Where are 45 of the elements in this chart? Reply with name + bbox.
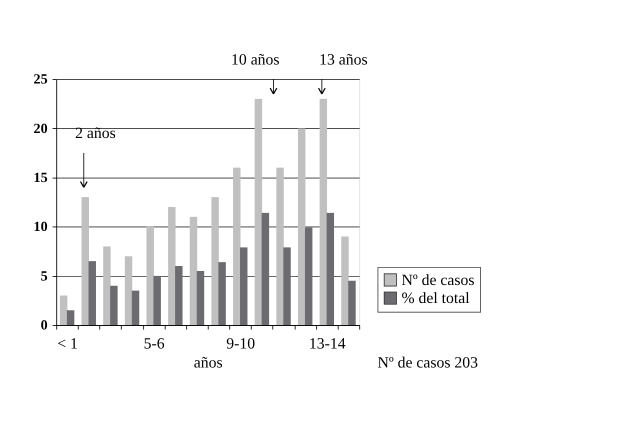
bar [124, 256, 132, 326]
bar [88, 261, 96, 326]
bar [211, 197, 219, 326]
bar [254, 98, 262, 326]
bar [348, 280, 356, 326]
bar [103, 246, 111, 326]
bar [146, 226, 154, 326]
y-tick-label: 5 [40, 268, 48, 284]
bar [153, 276, 161, 326]
bar [110, 286, 118, 326]
text: 10 años [231, 51, 280, 68]
x-tick-label: 9-10 [226, 336, 256, 353]
bar [132, 290, 140, 326]
bar [190, 216, 198, 326]
bar [326, 212, 334, 326]
annotation: 2 años [75, 125, 116, 142]
bar [320, 98, 328, 326]
text: Nº de casos 203 [378, 354, 478, 372]
bar [66, 310, 74, 326]
bar [218, 262, 226, 326]
y-tick-label: 20 [34, 120, 48, 137]
y-tick-label: 0 [40, 318, 48, 334]
bar [233, 168, 240, 326]
bar [262, 212, 270, 326]
y-tick-label: 15 [34, 170, 48, 186]
bar [276, 168, 284, 326]
x-tick-label: 5-6 [144, 336, 165, 353]
bar [168, 207, 176, 326]
bar [196, 270, 204, 326]
y-tick-label: 25 [34, 72, 48, 88]
x-axis-title: años [194, 354, 223, 372]
y-tick-label: 10 [34, 219, 48, 236]
bar [82, 197, 89, 326]
legend-label: Nº de casos [402, 272, 474, 289]
bar [240, 247, 248, 326]
text: 13 años [319, 51, 368, 68]
x-tick-label: < 1 [57, 336, 78, 353]
x-tick-label: 13-14 [308, 336, 346, 353]
bar [283, 247, 291, 326]
legend-label: % del total [402, 290, 470, 308]
bar [341, 236, 349, 326]
bar [304, 228, 312, 326]
bar [60, 296, 68, 326]
bar [175, 266, 183, 326]
bar [298, 128, 306, 326]
